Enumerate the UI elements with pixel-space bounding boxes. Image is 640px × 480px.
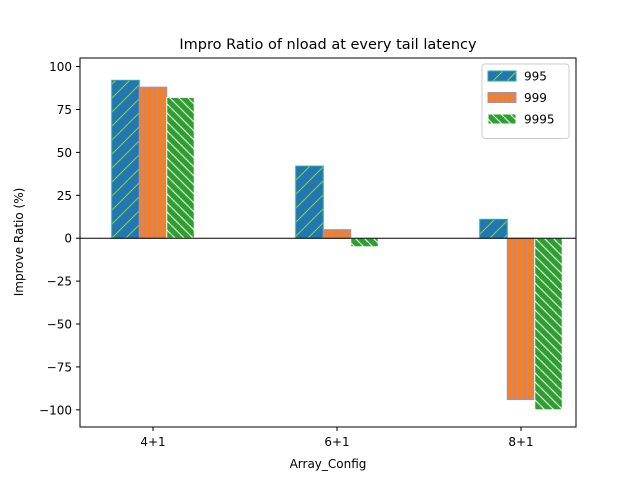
bars-layer [111,79,563,411]
bar-999-6+1 [322,229,352,239]
bar-hatch [139,87,167,239]
bar-9995-8+1 [534,237,563,411]
legend-entry-995: 995 [487,70,547,84]
bar-995-6+1 [295,165,324,239]
bar-9995-4+1 [166,96,195,239]
legend-label: 995 [524,70,547,84]
x-tick-label: 6+1 [324,435,349,449]
bar-995-4+1 [111,79,140,239]
bar-hatch [166,97,195,239]
legend-swatch-edge [487,113,517,125]
chart-title: Impro Ratio of nload at every tail laten… [179,37,477,53]
x-tick-label: 8+1 [508,435,533,449]
bar-9995-6+1 [350,237,379,248]
y-tick-label: −25 [47,275,72,289]
plot-area-frame [79,57,577,428]
legend: 995 999 9995 [481,63,570,139]
y-tick-label: 25 [57,189,72,203]
y-axis: 100 75 50 25 0 −25 −50 −75 −100 [39,60,80,417]
bar-999-8+1 [506,237,536,401]
legend-swatch-hatch [488,92,516,103]
legend-entry-999: 999 [487,91,547,105]
bar-hatch [323,229,351,239]
y-tick-label: −75 [47,360,72,374]
bar-hatch [295,166,324,239]
legend-label: 999 [524,91,547,105]
bar-999-4+1 [138,86,168,239]
legend-label: 9995 [524,113,555,127]
y-tick-label: 100 [49,60,72,74]
legend-swatch-hatch [488,71,516,81]
bar-hatch [507,238,535,400]
bar-hatch [479,219,508,239]
y-tick-label: −100 [39,403,72,417]
y-tick-label: 50 [57,146,72,160]
x-axis-label: Array_Config [290,457,367,471]
legend-entry-9995: 9995 [487,113,555,127]
bar-hatch [350,238,379,247]
legend-swatch-edge [487,92,517,103]
legend-swatch-edge [487,70,517,82]
bar-995-8+1 [479,218,508,239]
y-tick-label: 0 [64,232,72,246]
y-tick-label: −50 [47,318,72,332]
y-tick-label: 75 [57,103,72,117]
x-tick-label: 4+1 [140,435,165,449]
x-axis: 4+1 6+1 8+1 [140,427,534,449]
bar-hatch [534,238,563,410]
legend-swatch-hatch [488,114,516,124]
y-axis-label: Improve Ratio (%) [12,188,26,297]
bar-hatch [111,80,140,239]
